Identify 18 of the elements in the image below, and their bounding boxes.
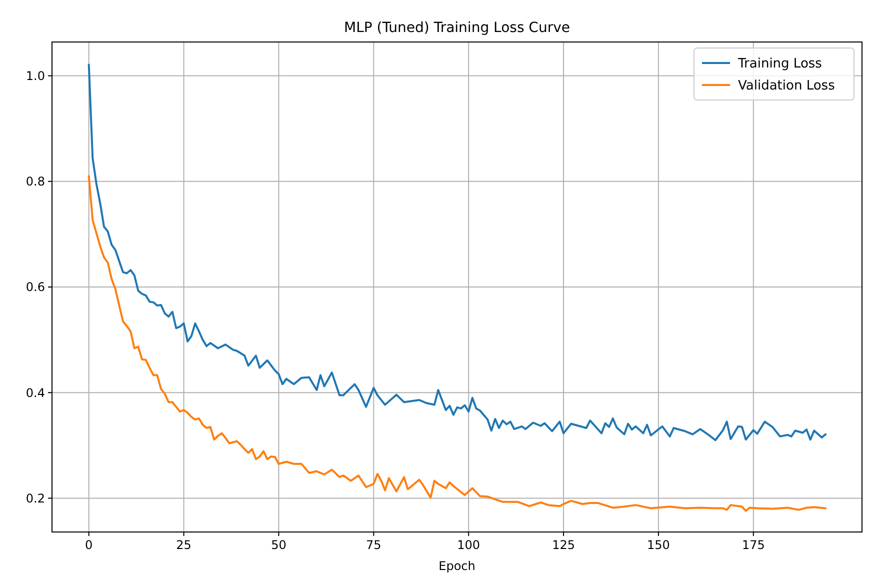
y-tick-label: 0.2 — [26, 491, 45, 506]
legend-label: Validation Loss — [738, 78, 836, 94]
y-tick-label: 1.0 — [26, 68, 45, 83]
x-tick-label: 75 — [366, 538, 382, 552]
y-tick-label: 0.6 — [26, 280, 45, 294]
x-tick-label: 100 — [457, 538, 480, 552]
legend-label: Training Loss — [737, 56, 822, 72]
line-series — [88, 175, 827, 512]
x-tick-label: 175 — [742, 538, 765, 552]
x-tick-label: 25 — [176, 538, 192, 552]
x-tick-label: 50 — [271, 538, 286, 552]
y-tick-label: 0.4 — [26, 386, 45, 400]
y-tick-label: 0.8 — [26, 174, 45, 189]
x-tick-label: 150 — [647, 538, 670, 552]
x-tick-label: 125 — [552, 538, 575, 552]
chart-title: MLP (Tuned) Training Loss Curve — [344, 20, 570, 36]
x-axis-title: Epoch — [438, 559, 476, 573]
x-tick-label: 0 — [85, 538, 93, 552]
